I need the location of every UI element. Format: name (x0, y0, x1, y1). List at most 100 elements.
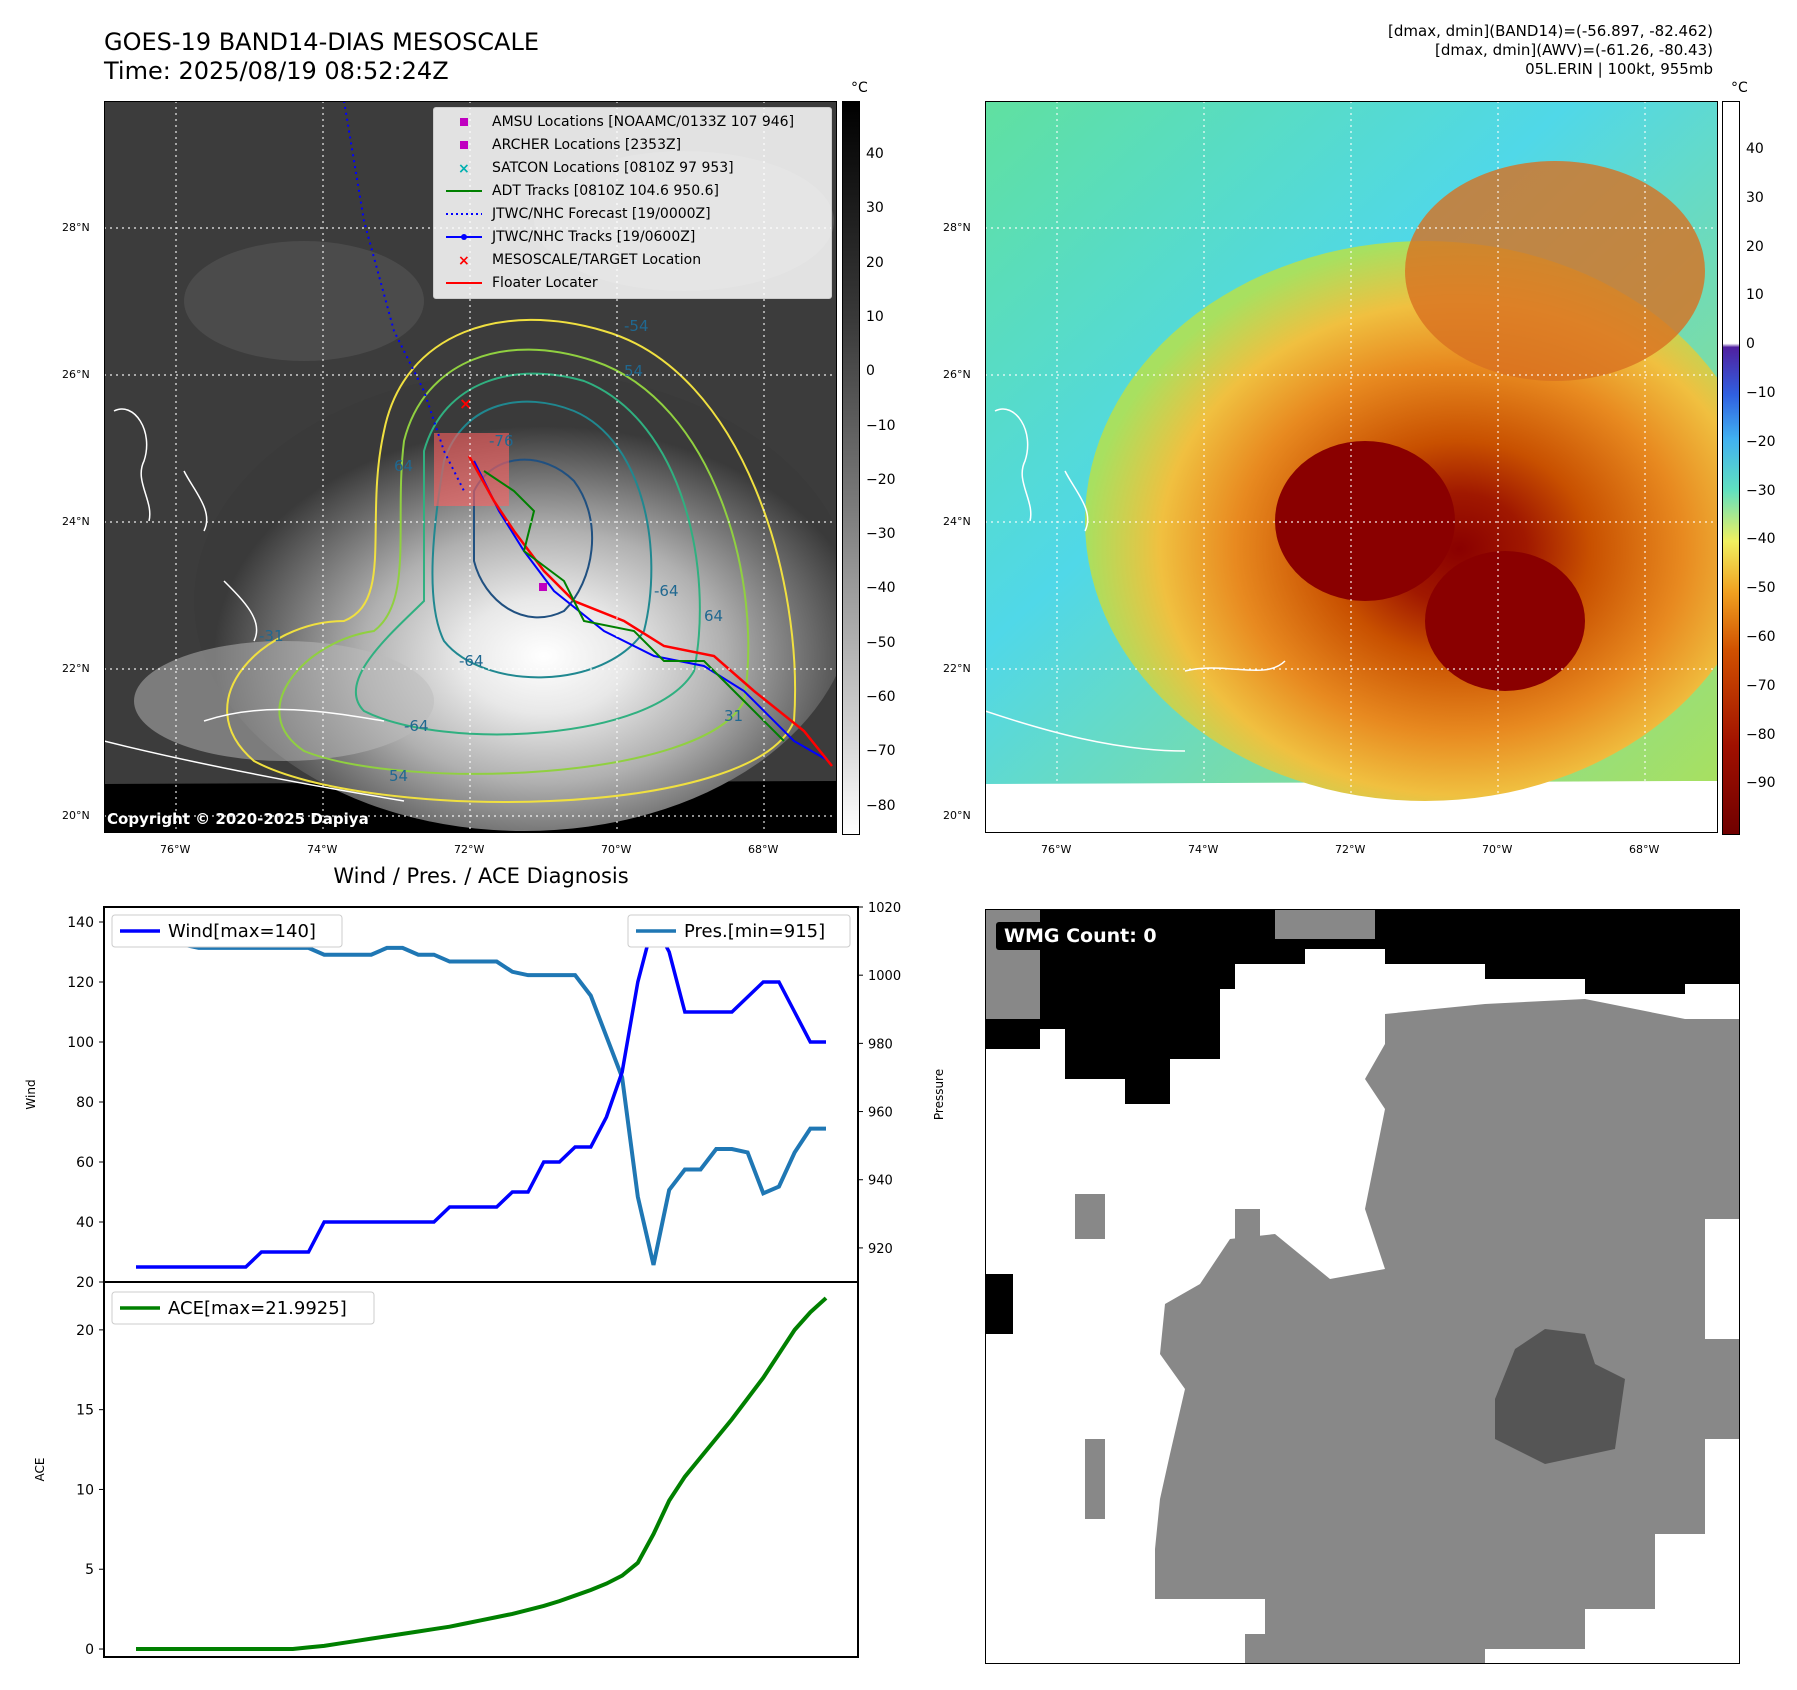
lat-tick: 24°N (62, 515, 90, 528)
colorbar-tick: −50 (866, 634, 896, 651)
legend-label: MESOSCALE/TARGET Location (492, 252, 702, 268)
wmg-dark-core (1495, 1329, 1625, 1464)
legend-entry: ADT Tracks [0810Z 104.6 950.6] (444, 183, 719, 199)
target-box (434, 433, 509, 506)
target-marker: × (459, 394, 472, 413)
wind-tick-label: 40 (76, 1215, 94, 1231)
wind-tick-label: 140 (67, 915, 94, 931)
legend-label: Floater Locater (492, 275, 598, 291)
colorbar-tick: −20 (866, 471, 896, 488)
wind-legend: Wind[max=140] (111, 914, 343, 948)
wind-tick-label: 100 (67, 1035, 94, 1051)
gray-colorbar (842, 101, 860, 835)
colorbar-tick: −80 (1746, 726, 1776, 743)
pres-tick-label: 940 (868, 1174, 893, 1189)
contour-label: -31 (259, 627, 284, 645)
colorbar-tick: −10 (866, 417, 896, 434)
figure-title: GOES-19 BAND14-DIAS MESOSCALE Time: 2025… (104, 28, 539, 86)
lat-tick: 24°N (943, 515, 971, 528)
colorbar-tick: −10 (1746, 385, 1776, 401)
color-colorbar-unit: °C (1731, 80, 1748, 96)
svg-text:Wind[max=140]: Wind[max=140] (168, 921, 316, 942)
track-legend: AMSU Locations [NOAAMC/0133Z 107 946] ARC… (433, 107, 832, 299)
legend-label: JTWC/NHC Forecast [19/0000Z] (492, 206, 711, 222)
wind-axis-label: Wind (24, 1079, 38, 1109)
contour-label: -76 (489, 432, 514, 450)
svg-text:Pres.[min=915]: Pres.[min=915] (684, 921, 825, 942)
floater-track (467, 455, 833, 767)
color-colorbar (1722, 101, 1740, 835)
lat-tick: 26°N (943, 368, 971, 381)
adt-track (483, 470, 785, 742)
ace-tick-label: 0 (85, 1642, 94, 1658)
wmg-gray-region (1155, 999, 1740, 1664)
legend-entry: JTWC/NHC Forecast [19/0000Z] (444, 206, 711, 222)
legend-entry: AMSU Locations [NOAAMC/0133Z 107 946] (444, 114, 794, 130)
colorbar-tick: 30 (1746, 189, 1764, 206)
svg-text:ACE[max=21.9925]: ACE[max=21.9925] (168, 1298, 347, 1319)
lat-tick: 26°N (62, 368, 90, 381)
colorbar-tick: −40 (1746, 531, 1776, 548)
pres-tick-label: 1020 (868, 901, 901, 916)
lon-tick: 68°W (1629, 843, 1660, 856)
lat-tick: 28°N (943, 221, 971, 234)
contour-label: -64 (654, 582, 679, 600)
lon-tick: 74°W (1188, 843, 1219, 856)
forecast-track (343, 101, 465, 492)
ace-tick-label: 5 (85, 1562, 94, 1578)
colorbar-tick: 40 (866, 146, 884, 162)
best-track (473, 460, 830, 762)
ace-tick-label: 15 (76, 1403, 94, 1419)
storm-info: 05L.ERIN | 100kt, 955mb (1525, 60, 1713, 78)
colorbar-tick: −40 (866, 580, 896, 597)
lon-tick: 76°W (1041, 843, 1072, 856)
ace-axes (103, 1281, 859, 1658)
legend-label: SATCON Locations [0810Z 97 953] (492, 160, 734, 176)
pressure-line (136, 922, 826, 1266)
ace-tick-label: 10 (76, 1482, 94, 1498)
copyright: Copyright © 2020-2025 Dapiya (107, 810, 369, 828)
stats-header: [dmax, dmin](BAND14)=(-56.897, -82.462) … (1388, 22, 1713, 79)
pres-tick-label: 1000 (868, 969, 901, 984)
lon-tick: 70°W (1482, 843, 1513, 856)
lon-tick: 76°W (160, 843, 191, 856)
pres-legend: Pres.[min=915] (627, 914, 851, 948)
contour-label: -54 (624, 317, 649, 335)
wmg-black-region (985, 909, 1740, 1104)
legend-entry: × MESOSCALE/TARGET Location (444, 252, 702, 269)
colorbar-tick: 30 (866, 200, 884, 217)
legend-symbol: × (458, 253, 470, 269)
lon-tick: 72°W (1335, 843, 1366, 856)
contour-label: 31 (724, 707, 743, 725)
stats-band14: [dmax, dmin](BAND14)=(-56.897, -82.462) (1388, 22, 1713, 40)
lat-tick: 22°N (943, 662, 971, 675)
stats-awv: [dmax, dmin](AWV)=(-61.26, -80.43) (1434, 41, 1713, 59)
pres-tick-label: 920 (868, 1242, 893, 1257)
legend-symbol (446, 213, 482, 215)
colorbar-tick: 20 (866, 254, 884, 271)
colorbar-tick: −70 (866, 743, 896, 760)
pres-axis-label: Pressure (932, 1069, 946, 1120)
diagnosis-title: Wind / Pres. / ACE Diagnosis (333, 864, 629, 888)
legend-symbol (460, 118, 468, 126)
contour-label: 54 (389, 767, 408, 785)
ace-axis-label: ACE (33, 1458, 47, 1482)
colorbar-tick: 20 (1746, 238, 1764, 255)
lat-tick: 28°N (62, 221, 90, 234)
legend-entry: JTWC/NHC Tracks [19/0600Z] (444, 229, 695, 245)
colorbar-tick: −30 (866, 526, 896, 543)
lon-tick: 70°W (601, 843, 632, 856)
lat-tick: 20°N (943, 809, 971, 822)
colorbar-tick: −30 (1746, 482, 1776, 499)
colorbar-tick: −80 (866, 797, 896, 814)
legend-symbol: × (458, 161, 470, 177)
wind-tick-label: 20 (76, 1275, 94, 1291)
legend-symbol (460, 141, 468, 149)
legend-label: ADT Tracks [0810Z 104.6 950.6] (492, 183, 719, 199)
colorbar-tick: −60 (1746, 629, 1776, 645)
colorbar-tick: −20 (1746, 433, 1776, 450)
colorbar-tick: 0 (1746, 336, 1755, 353)
colorbar-tick: 10 (1746, 287, 1764, 304)
legend-label: AMSU Locations [NOAAMC/0133Z 107 946] (492, 114, 795, 130)
ace-legend: ACE[max=21.9925] (111, 1291, 375, 1325)
